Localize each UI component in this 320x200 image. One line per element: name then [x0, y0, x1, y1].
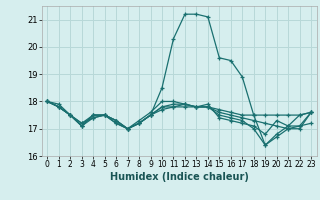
X-axis label: Humidex (Indice chaleur): Humidex (Indice chaleur) — [110, 172, 249, 182]
